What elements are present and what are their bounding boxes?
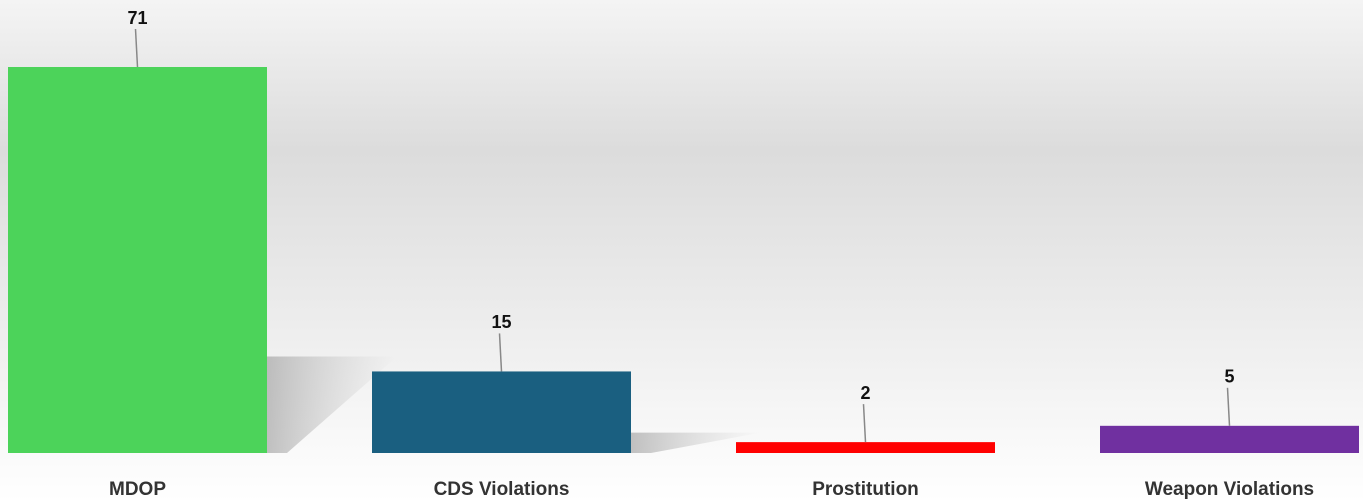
bar: [372, 371, 631, 453]
value-label: 5: [1224, 367, 1234, 387]
value-label: 71: [127, 8, 147, 28]
bar-shadow: [631, 432, 761, 453]
leader-line: [498, 333, 503, 372]
bar: [736, 442, 995, 453]
bar-shadow: [267, 356, 397, 453]
value-label: 15: [491, 312, 511, 332]
x-tick-label: MDOP: [109, 479, 166, 500]
leader-line: [1226, 387, 1231, 426]
bar: [1100, 425, 1359, 453]
x-tick-label: CDS Violations: [434, 479, 570, 500]
leader-line: [862, 404, 867, 443]
x-tick-label: Prostitution: [812, 479, 919, 500]
bar: [8, 67, 267, 453]
value-label: 2: [860, 383, 870, 403]
leader-line: [134, 28, 139, 68]
x-tick-label: Weapon Violations: [1145, 479, 1314, 500]
